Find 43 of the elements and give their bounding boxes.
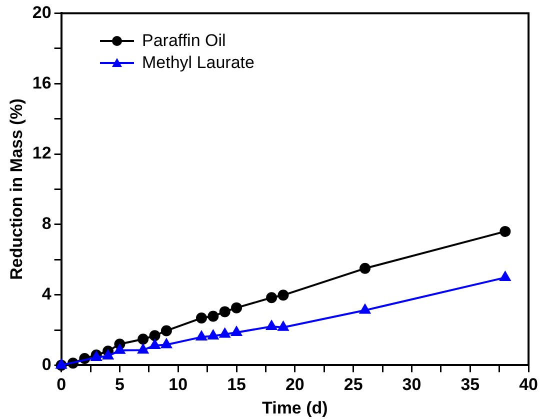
point: [278, 290, 289, 301]
point: [500, 226, 511, 237]
point: [137, 343, 150, 354]
x-tick-label: 25: [344, 375, 363, 394]
x-tick-label: 20: [285, 375, 304, 394]
x-tick-label: 15: [227, 375, 246, 394]
point: [160, 325, 172, 336]
x-tick-label: 40: [519, 375, 538, 394]
point: [360, 262, 371, 274]
point: [138, 334, 149, 345]
y-axis-title: Reduction in Mass (%): [6, 98, 26, 280]
legend-label: Paraffin Oil: [142, 31, 226, 51]
point: [149, 330, 160, 342]
point: [230, 325, 243, 336]
point: [358, 303, 372, 314]
point: [195, 330, 208, 341]
y-tick-label: 16: [32, 73, 52, 92]
point: [208, 310, 219, 322]
x-tick-label: 5: [114, 375, 124, 394]
point: [499, 270, 512, 282]
point: [207, 328, 220, 340]
y-tick-label: 8: [42, 214, 52, 234]
x-tick-label: 35: [460, 375, 480, 394]
legend-label: Methyl Laurate: [142, 53, 254, 73]
point: [160, 338, 172, 348]
point: [218, 327, 231, 338]
point: [114, 343, 126, 354]
y-tick-label: 4: [42, 284, 52, 304]
point: [266, 319, 278, 330]
y-tick-label: 0: [42, 354, 52, 374]
point: [231, 302, 242, 314]
x-tick-label: 30: [402, 375, 422, 394]
y-tick-label: 12: [32, 144, 52, 163]
point: [219, 306, 230, 318]
point: [196, 312, 207, 324]
x-tick-label: 10: [168, 375, 188, 394]
y-tick-label: 20: [32, 2, 52, 22]
point: [266, 292, 278, 304]
point: [148, 338, 161, 349]
point: [277, 320, 290, 331]
x-tick-label: 0: [56, 375, 66, 394]
point: [102, 349, 114, 360]
x-axis-title: Time (d): [262, 398, 328, 418]
